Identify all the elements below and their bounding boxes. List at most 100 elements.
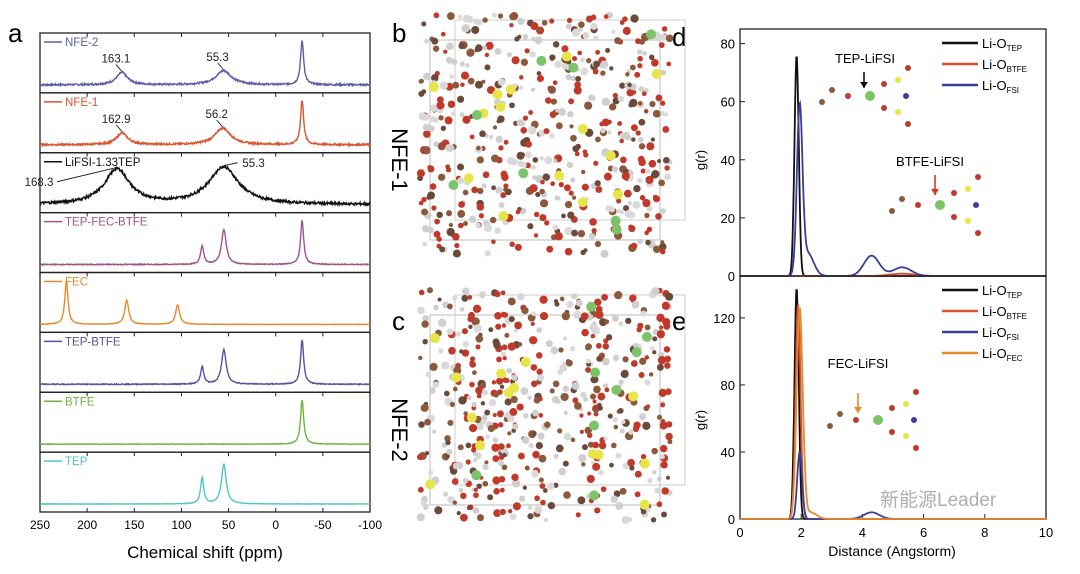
atom xyxy=(465,442,472,449)
atom xyxy=(569,124,574,129)
sulfur-atom xyxy=(495,102,506,113)
atom xyxy=(504,398,512,406)
atom xyxy=(458,42,465,50)
legend-label: Li-OFSI xyxy=(982,325,1019,342)
atom xyxy=(616,198,622,204)
sulfur-atom xyxy=(505,84,516,95)
atom xyxy=(658,179,666,187)
atom xyxy=(527,223,534,230)
x-tick-label: 100 xyxy=(171,518,191,532)
atom xyxy=(482,480,489,487)
legend-label: Li-OFSI xyxy=(982,78,1019,95)
y-tick-label: 40 xyxy=(721,153,735,168)
atom xyxy=(629,465,635,471)
atom xyxy=(423,130,431,138)
atom xyxy=(552,224,559,231)
atom xyxy=(529,336,538,345)
lithium-atom xyxy=(586,301,597,312)
atom xyxy=(547,482,555,490)
atom xyxy=(579,429,584,434)
atom xyxy=(468,424,478,433)
atom xyxy=(458,201,465,208)
atom xyxy=(644,355,650,360)
atom xyxy=(590,393,597,400)
atom xyxy=(509,408,518,416)
atom xyxy=(578,454,587,463)
structure-annotation: BTFE-LiFSI xyxy=(896,154,964,169)
atom xyxy=(534,505,543,514)
legend-label: TEP xyxy=(65,456,88,468)
atom xyxy=(457,222,464,229)
spectrum-line-TEP-FEC-BTFE xyxy=(39,220,371,267)
sulfur-atom xyxy=(492,89,503,100)
atom xyxy=(475,386,483,395)
atom xyxy=(479,130,486,138)
atom xyxy=(503,139,509,145)
atom xyxy=(619,487,627,495)
sulfur-atom xyxy=(498,210,509,221)
atom xyxy=(529,184,538,193)
atom xyxy=(603,172,612,181)
atom xyxy=(499,384,505,390)
atom xyxy=(500,192,507,199)
legend-label: TEP-FEC-BTFE xyxy=(65,217,148,229)
atom xyxy=(506,443,511,449)
y-tick-label: 0 xyxy=(728,512,735,527)
lithium-atom xyxy=(631,347,642,358)
atom xyxy=(489,216,497,224)
atom xyxy=(539,295,548,304)
atom xyxy=(667,439,673,445)
atom xyxy=(440,31,446,37)
annotation-arrow xyxy=(115,64,123,72)
atom xyxy=(550,346,559,355)
atom xyxy=(625,72,630,77)
atom xyxy=(429,387,436,394)
legend-label: Li-OTEP xyxy=(982,36,1022,53)
atom xyxy=(518,75,524,80)
atom xyxy=(512,423,519,430)
atom xyxy=(595,186,603,194)
atom xyxy=(517,292,525,301)
atom xyxy=(655,94,663,102)
atom xyxy=(531,36,536,42)
panel-d-rdf: 0 20 40 60 80 Li-OTEP Li-OBTFE Li-OFSI TEP-LiFSI… xyxy=(721,28,1047,284)
atom xyxy=(827,423,833,429)
atom xyxy=(553,454,559,459)
atom xyxy=(441,361,450,370)
spectrum-line-TEP xyxy=(39,462,370,506)
atom xyxy=(499,487,505,493)
lithium-atom xyxy=(646,29,657,40)
atom xyxy=(590,333,596,339)
atom xyxy=(620,369,629,379)
atom xyxy=(478,213,484,219)
atom xyxy=(593,408,599,414)
atom xyxy=(502,356,507,361)
atom xyxy=(658,42,665,48)
atom xyxy=(495,323,502,330)
atom xyxy=(549,54,556,61)
legend-label: BTFE xyxy=(65,396,95,408)
atom xyxy=(449,467,458,475)
atom xyxy=(577,496,586,505)
rdf-line-FEC xyxy=(740,307,1046,520)
atom xyxy=(658,242,667,251)
atom xyxy=(484,460,489,465)
panel-e-xlabel: Distance (Angstorm) xyxy=(828,543,956,559)
atom xyxy=(622,16,628,22)
atom xyxy=(661,487,669,495)
atom xyxy=(665,475,670,480)
panel-d-ylabel: g(r) xyxy=(693,150,708,170)
atom xyxy=(475,344,481,350)
atom xyxy=(646,205,653,212)
atom xyxy=(660,111,666,117)
atom xyxy=(485,41,494,50)
atom xyxy=(589,218,597,226)
panel-a-xlabel: Chemical shift (ppm) xyxy=(127,543,283,562)
atom xyxy=(650,137,656,142)
atom xyxy=(468,324,473,330)
atom xyxy=(555,122,563,130)
atom xyxy=(554,60,562,68)
atom xyxy=(613,490,621,498)
atom xyxy=(659,33,667,42)
atom xyxy=(459,513,468,522)
